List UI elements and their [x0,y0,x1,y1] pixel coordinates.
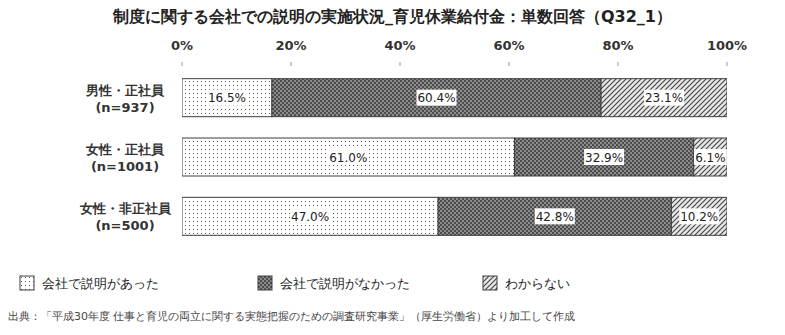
data-label: 16.5% [208,91,246,105]
category-label: 女性・非正社員 (n=500) [79,201,172,233]
bar-segment [671,197,727,235]
data-label-bg [290,208,330,224]
category-label-line: (n=937) [95,100,154,115]
data-label: 6.1% [695,151,726,165]
data-label-bg [644,90,684,106]
x-tick [727,62,728,66]
chart-svg: 制度に関する会社での説明の実施状況_育児休業給付金：単数回答（Q32_1） 0% 2… [0,0,785,335]
data-label: 23.1% [645,91,683,105]
bar-segment [182,197,438,235]
x-axis: 0% 20% 40% 60% 80% 100% [171,38,747,66]
legend-label: 会社で説明がなかった [280,276,410,291]
data-label-bg [679,208,719,224]
legend-swatch [258,276,272,290]
legend: 会社で説明があった 会社で説明がなかった わからない [20,276,570,291]
x-tick-label: 80% [602,38,633,53]
bar-segment [182,79,272,117]
data-label-bg [584,149,624,165]
x-tick [509,62,510,66]
x-tick-label: 60% [493,38,524,53]
data-label: 60.4% [417,91,455,105]
category-label-line: (n=500) [95,218,154,233]
data-label: 32.9% [585,151,623,165]
bar-segment [182,138,514,176]
bar-segment [438,197,671,235]
data-labels: 16.5% 60.4% 23.1% 61.0% 32.9% 6.1% 47.0% 42.8% 1… [207,90,727,225]
data-label-bg [207,90,247,106]
category-label-line: 女性・正社員 [85,142,165,157]
category-label-line: 男性・正社員 [85,83,165,98]
bar-segment [601,79,727,117]
legend-label: 会社で説明があった [42,276,159,291]
category-label: 女性・正社員 (n=1001) [85,142,165,174]
data-label: 47.0% [291,210,329,224]
source-note: 出典：「平成30年度 仕事と育児の両立に関する実態把握のための調査研究事業」（厚… [8,310,576,323]
category-label-line: (n=1001) [91,159,159,174]
legend-swatch [483,276,497,290]
bar-segment [272,79,601,117]
title: 制度に関する会社での説明の実施状況_育児休業給付金：単数回答（Q32_1） [112,7,672,26]
data-label-bg [328,149,368,165]
bar-segment [694,138,727,176]
y-axis: 男性・正社員 (n=937) 女性・正社員 (n=1001) 女性・非正社員 (n=500… [79,83,172,234]
x-tick-label: 40% [384,38,415,53]
bar-segment [514,138,693,176]
data-label-bg [535,208,575,224]
data-label-bg [694,149,727,165]
bars [182,79,727,236]
x-tick-label: 20% [275,38,306,53]
category-label-line: 女性・非正社員 [79,201,172,216]
data-label-bg [417,90,457,106]
x-tick [182,62,183,66]
category-label: 男性・正社員 (n=937) [85,83,165,115]
x-tick-label: 100% [707,38,747,53]
legend-label: わからない [505,276,570,291]
legend-swatch [20,276,34,290]
x-tick [291,62,292,66]
chart-container: 制度に関する会社での説明の実施状況_育児休業給付金：単数回答（Q32_1） 0% 2… [0,0,785,335]
data-label: 61.0% [329,151,367,165]
x-tick-label: 0% [171,38,193,53]
data-label: 10.2% [680,210,718,224]
x-tick [400,62,401,66]
data-label: 42.8% [536,210,574,224]
x-tick [618,62,619,66]
